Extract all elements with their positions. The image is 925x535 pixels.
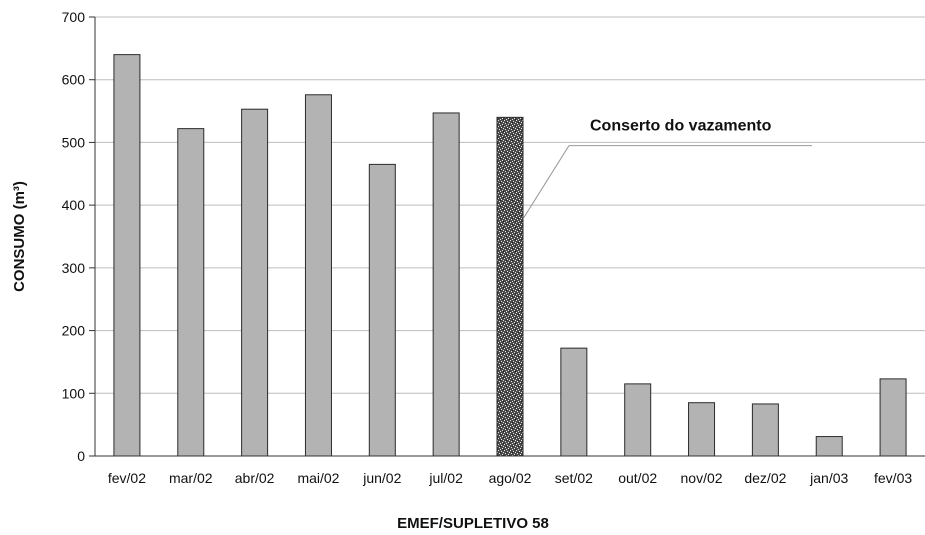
bar-mai-02 [304, 94, 332, 457]
y-tick-label: 600 [62, 72, 86, 88]
y-axis-ticks: 0 100 200 300 400 500 600 700 [62, 9, 95, 464]
bar-fev-03 [879, 378, 907, 457]
x-tick-label: jun/02 [362, 470, 401, 486]
x-tick-label: abr/02 [235, 470, 275, 486]
y-tick-label: 700 [62, 9, 86, 25]
bar-jun-02 [368, 163, 396, 457]
y-tick-label: 300 [62, 260, 86, 276]
bar-jan-03 [815, 436, 843, 457]
axes [94, 17, 925, 457]
annotation-leader-diagonal [522, 145, 570, 220]
x-tick-label: jul/02 [428, 470, 463, 486]
bar-mar-02 [177, 128, 205, 457]
x-tick-label: mar/02 [169, 470, 213, 486]
y-tick-label: 400 [62, 197, 86, 213]
y-tick-label: 100 [62, 385, 86, 401]
y-tick-label: 500 [62, 134, 86, 150]
x-tick-label: jan/03 [809, 470, 848, 486]
x-tick-label: nov/02 [681, 470, 723, 486]
x-tick-label: fev/02 [108, 470, 146, 486]
x-axis-ticks: fev/02 mar/02 abr/02 mai/02 jun/02 jul/02 ago/… [108, 470, 913, 486]
bar-dez-02 [751, 403, 779, 457]
bars [113, 54, 907, 457]
bar-jul-02 [432, 112, 460, 457]
bar-abr-02 [241, 108, 269, 457]
x-tick-label: ago/02 [489, 470, 532, 486]
bar-nov-02 [688, 402, 716, 457]
bar-ago-02 [496, 116, 524, 457]
x-tick-label: mai/02 [297, 470, 339, 486]
x-tick-label: out/02 [618, 470, 657, 486]
y-axis-title: CONSUMO (m³) [11, 181, 28, 292]
x-axis-title: EMEF/SUPLETIVO 58 [397, 515, 549, 532]
annotation-label: Conserto do vazamento [590, 118, 772, 135]
bar-set-02 [560, 347, 588, 457]
bar-fev-02 [113, 54, 141, 457]
x-tick-label: dez/02 [744, 470, 786, 486]
x-tick-label: fev/03 [874, 470, 912, 486]
bar-out-02 [624, 383, 652, 457]
y-tick-label: 200 [62, 323, 86, 339]
y-tick-label: 0 [77, 448, 85, 464]
annotation: Conserto do vazamento [522, 118, 812, 220]
x-tick-label: set/02 [555, 470, 593, 486]
